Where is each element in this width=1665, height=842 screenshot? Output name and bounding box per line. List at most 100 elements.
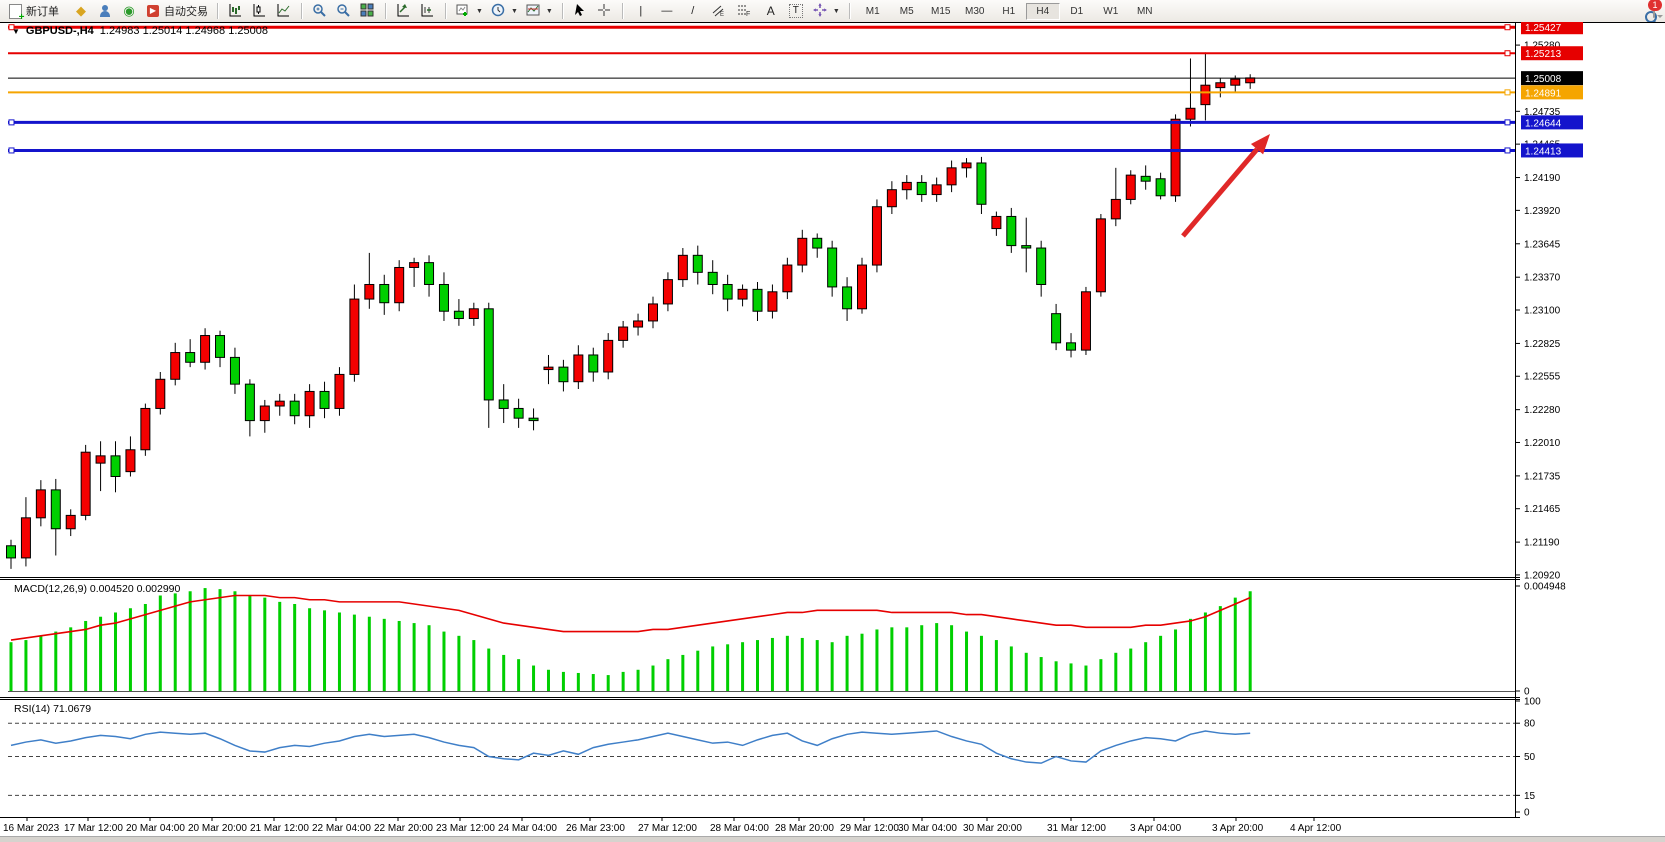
svg-text:80: 80 <box>1524 719 1536 730</box>
svg-text:23 Mar 12:00: 23 Mar 12:00 <box>436 823 495 834</box>
line-chart-icon <box>277 4 290 17</box>
vertical-line-icon: | <box>639 5 643 17</box>
chart-window[interactable]: 1.252801.247351.244651.241901.239201.236… <box>0 22 1665 842</box>
chart-title: ▼ GBPUSD-,H4 1.24983 1.25014 1.24968 1.2… <box>12 25 268 37</box>
horizontal-line-icon: — <box>661 5 673 17</box>
arrows-icon <box>812 3 827 17</box>
text-tool[interactable]: A <box>759 2 783 20</box>
svg-text:1.21190: 1.21190 <box>1524 538 1560 549</box>
notification-badge: 1 <box>1648 0 1662 11</box>
periods-dropdown[interactable]: ▼ <box>487 2 522 20</box>
svg-text:1.21465: 1.21465 <box>1524 504 1561 515</box>
trendline-icon: / <box>691 5 695 17</box>
metaeditor-button[interactable]: ◆ <box>69 2 93 20</box>
arrows-tool-dropdown[interactable]: ▼ <box>809 2 844 20</box>
svg-text:26 Mar 23:00: 26 Mar 23:00 <box>566 823 625 834</box>
svg-text:1.24190: 1.24190 <box>1524 173 1561 184</box>
timeframe-M15[interactable]: M15 <box>931 5 951 17</box>
crosshair-button[interactable] <box>593 2 617 20</box>
svg-text:1.24735: 1.24735 <box>1524 107 1561 118</box>
timeframe-MN[interactable]: MN <box>1136 5 1153 17</box>
svg-text:1.24413: 1.24413 <box>1525 146 1562 157</box>
zoom-in-icon <box>313 4 326 17</box>
channel-tool[interactable]: E <box>707 2 731 20</box>
svg-text:21 Mar 12:00: 21 Mar 12:00 <box>250 823 309 834</box>
text-icon: A <box>766 4 775 18</box>
template-icon <box>526 4 540 16</box>
timeframe-H4[interactable]: H4 <box>1025 2 1060 20</box>
timeframe-D1[interactable]: D1 <box>1070 5 1084 17</box>
candlestick-chart-icon <box>253 4 265 17</box>
svg-text:1.23100: 1.23100 <box>1524 306 1561 317</box>
zoom-out-icon <box>337 4 350 17</box>
svg-text:20 Mar 20:00: 20 Mar 20:00 <box>188 823 247 834</box>
svg-text:31 Mar 12:00: 31 Mar 12:00 <box>1047 823 1106 834</box>
candlesticks <box>6 52 1256 569</box>
tile-windows-button[interactable] <box>356 2 380 20</box>
svg-text:0: 0 <box>1524 808 1530 819</box>
cursor-button[interactable] <box>569 2 593 20</box>
text-label-tool[interactable]: T <box>785 3 807 19</box>
svg-text:29 Mar 12:00: 29 Mar 12:00 <box>840 823 899 834</box>
svg-text:1.25427: 1.25427 <box>1525 23 1562 34</box>
signals-button[interactable]: ◉ <box>117 2 141 20</box>
candlestick-chart-button[interactable] <box>248 2 272 20</box>
svg-text:1.23645: 1.23645 <box>1524 239 1561 250</box>
clock-icon <box>491 3 505 17</box>
date-axis: 16 Mar 2023 17 Mar 12:00 20 Mar 04:00 20 Ma… <box>3 817 1342 834</box>
new-chart-dropdown[interactable]: ▼ <box>452 2 487 20</box>
line-chart-button[interactable] <box>272 2 296 20</box>
svg-text:0: 0 <box>1524 687 1530 698</box>
trendline-tool[interactable]: / <box>681 2 705 20</box>
new-order-icon <box>7 3 25 23</box>
svg-text:27 Mar 12:00: 27 Mar 12:00 <box>638 823 697 834</box>
user-icon <box>97 3 113 19</box>
horizontal-line-tool[interactable]: — <box>655 2 679 20</box>
svg-text:1.25280: 1.25280 <box>1524 41 1561 52</box>
timeframe-group: M1 M5 M15 M30 H1 H4 D1 W1 MN <box>853 0 1165 22</box>
new-order-label: 新订单 <box>26 6 59 18</box>
svg-text:15: 15 <box>1524 791 1536 802</box>
text-label-icon: T <box>788 4 803 18</box>
rsi-pane: 100 80 50 15 0 <box>8 697 1541 819</box>
bar-chart-icon <box>229 4 241 17</box>
crosshair-icon <box>597 4 610 16</box>
svg-text:17 Mar 12:00: 17 Mar 12:00 <box>64 823 123 834</box>
fibonacci-tool[interactable]: F <box>733 2 757 20</box>
svg-text:4 Apr 12:00: 4 Apr 12:00 <box>1290 823 1342 834</box>
svg-text:50: 50 <box>1524 752 1536 763</box>
symbol-period-label: GBPUSD-,H4 <box>25 25 94 37</box>
autotrading-button[interactable]: ▶ 自动交易 <box>141 2 212 20</box>
timeframe-M5[interactable]: M5 <box>899 5 914 17</box>
svg-text:30 Mar 20:00: 30 Mar 20:00 <box>963 823 1022 834</box>
macd-indicator-label: MACD(12,26,9) 0.004520 0.002990 <box>14 583 181 595</box>
svg-text:1.22555: 1.22555 <box>1524 372 1561 383</box>
chart-shift-button[interactable] <box>416 2 440 20</box>
timeframe-H1[interactable]: H1 <box>1002 5 1016 17</box>
svg-text:1.22825: 1.22825 <box>1524 339 1561 350</box>
autotrading-label: 自动交易 <box>164 6 208 18</box>
chart-canvas[interactable]: 1.252801.247351.244651.241901.239201.236… <box>0 22 1665 842</box>
timeframe-M1[interactable]: M1 <box>865 5 880 17</box>
accounts-button[interactable] <box>93 2 117 20</box>
zoom-out-button[interactable] <box>332 2 356 20</box>
vertical-line-tool[interactable]: | <box>629 2 653 20</box>
rsi-indicator-label: RSI(14) 71.0679 <box>14 703 92 715</box>
svg-text:1.20920: 1.20920 <box>1524 570 1561 581</box>
autoscroll-button[interactable] <box>392 2 416 20</box>
zoom-in-button[interactable] <box>308 2 332 20</box>
bar-chart-button[interactable] <box>224 2 248 20</box>
svg-text:0.004948: 0.004948 <box>1524 582 1566 593</box>
ohlc-values: 1.24983 1.25014 1.24968 1.25008 <box>99 25 268 37</box>
templates-dropdown[interactable]: ▼ <box>522 2 557 20</box>
svg-text:1.22010: 1.22010 <box>1524 438 1561 449</box>
chart-dropdown-icon[interactable]: ▼ <box>12 26 20 36</box>
trend-arrow <box>1181 147 1259 238</box>
new-order-button[interactable]: 新订单 <box>3 2 63 23</box>
timeframe-M30[interactable]: M30 <box>965 5 985 17</box>
svg-text:16 Mar 2023: 16 Mar 2023 <box>3 823 60 834</box>
svg-text:E: E <box>720 12 724 18</box>
notifications-button[interactable]: 1 <box>1648 0 1662 18</box>
timeframe-W1[interactable]: W1 <box>1103 5 1119 17</box>
